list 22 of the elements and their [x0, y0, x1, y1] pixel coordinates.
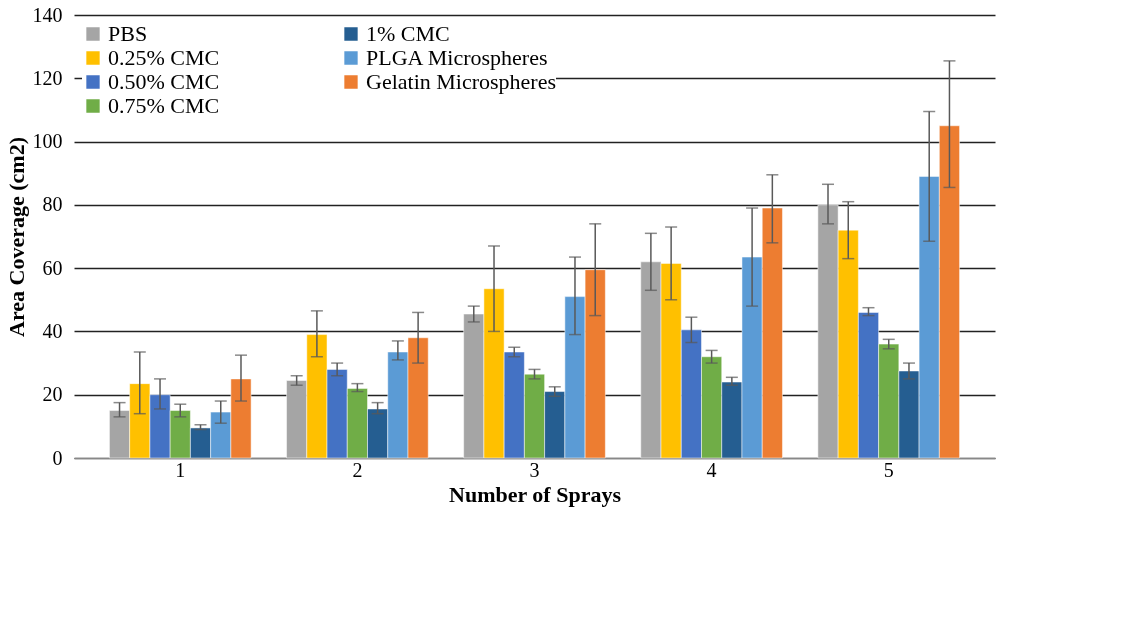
legend-label: Gelatin Microspheres	[366, 69, 556, 94]
x-axis-title: Number of Sprays	[449, 481, 622, 507]
y-tick-label: 80	[42, 193, 63, 216]
legend-label: 0.75% CMC	[108, 93, 220, 118]
x-tick-label: 3	[529, 458, 540, 481]
x-tick-label: 2	[352, 458, 363, 481]
y-tick-label: 20	[42, 383, 63, 406]
x-tick-label: 5	[883, 458, 894, 481]
x-tick-label: 4	[706, 458, 717, 481]
legend-label: 0.50% CMC	[108, 69, 220, 94]
y-tick-label: 60	[42, 256, 63, 279]
legend-label: PBS	[108, 21, 148, 46]
legend-label: 0.25% CMC	[108, 45, 220, 70]
legend-label: 1% CMC	[366, 21, 450, 46]
y-axis-title: Area Coverage (cm2)	[3, 137, 29, 337]
y-tick-label: 0	[52, 446, 63, 469]
y-tick-label: 40	[42, 319, 63, 342]
x-tick-label: 1	[175, 458, 186, 481]
y-tick-label: 120	[32, 66, 63, 89]
y-tick-label: 100	[32, 130, 63, 153]
legend-label: PLGA Microspheres	[366, 45, 548, 70]
y-tick-label: 140	[32, 3, 63, 26]
